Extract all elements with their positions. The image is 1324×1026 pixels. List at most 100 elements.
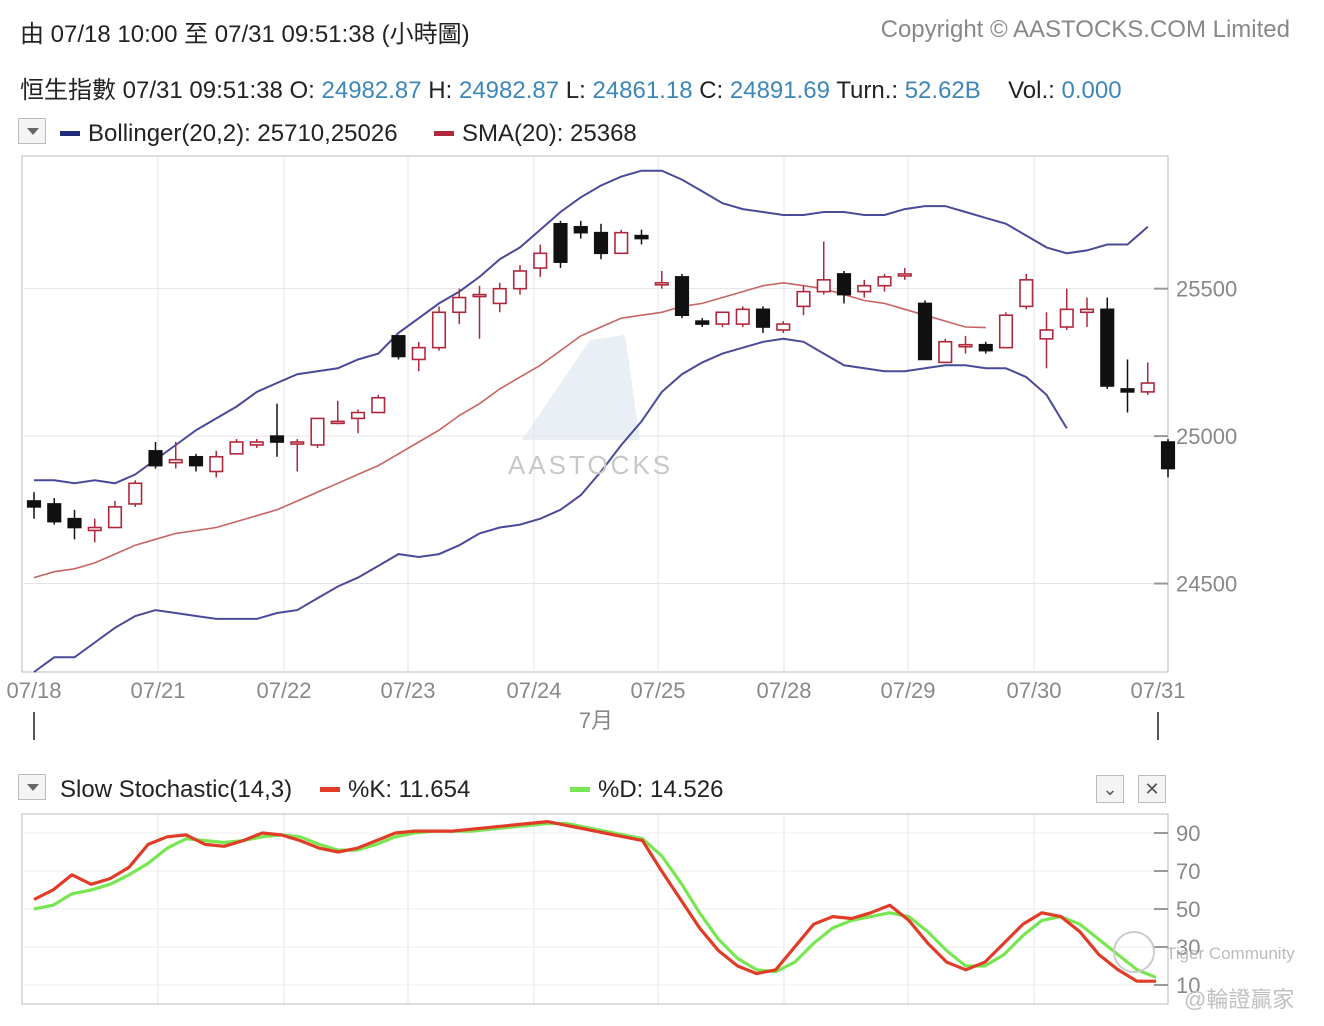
candle-body [431, 311, 447, 349]
quote-bar: 恒生指數 07/31 09:51:38 O: 24982.87 H: 24982… [20, 70, 1122, 105]
candle-body [269, 435, 285, 443]
volume-value: 0.000 [1061, 77, 1122, 104]
k-line [33, 819, 1156, 983]
candle-body [1160, 441, 1176, 470]
volume-label: Vol.: [1008, 77, 1055, 104]
candle-body [310, 417, 325, 446]
candle-body [107, 506, 123, 529]
candle-body [857, 284, 872, 293]
k-legend-text: %K: 11.654 [348, 776, 471, 803]
candle-body [391, 335, 406, 358]
candle-body [897, 273, 912, 277]
turnover-value: 52.62B [904, 77, 981, 104]
candle-body [330, 420, 345, 425]
high-value: 24982.87 [458, 77, 560, 104]
candle-body [67, 517, 82, 529]
sma-legend: SMA(20): 25368 [434, 120, 637, 148]
candle-body [26, 500, 42, 508]
candle-body [209, 455, 224, 473]
stoch-y-tick-label: 30 [1176, 935, 1200, 960]
candle-body [350, 411, 366, 420]
candle-body [634, 234, 649, 240]
sma-legend-text: SMA(20): 25368 [462, 120, 637, 147]
stoch-y-tick-label: 90 [1176, 821, 1200, 846]
y-tick-label: 25500 [1176, 277, 1237, 302]
candle-body [452, 296, 467, 314]
stoch-y-tick-label: 50 [1176, 897, 1200, 922]
candle-body [573, 225, 588, 234]
stoch-indicator-dropdown[interactable] [18, 774, 46, 800]
x-tick-label: 07/23 [380, 678, 435, 703]
candle-body [938, 340, 953, 364]
candle-body [148, 450, 163, 467]
open-value: 24982.87 [321, 77, 422, 104]
candle-body [735, 308, 750, 325]
x-tick-label: 07/31 [1130, 678, 1185, 703]
aastocks-logo-shape [522, 335, 640, 440]
candle-body [695, 320, 710, 325]
d-legend: %D: 14.526 [570, 776, 723, 804]
close-panel-button[interactable]: ✕ [1138, 775, 1166, 803]
candle-body [674, 276, 690, 317]
candle-body [249, 441, 264, 446]
candle-body [796, 290, 811, 308]
close-value: 24891.69 [729, 77, 830, 104]
stoch-y-tick-label: 10 [1176, 973, 1200, 998]
candle-body [978, 343, 993, 352]
stoch-y-tick-label: 70 [1176, 859, 1200, 884]
d-swatch [570, 786, 590, 792]
quote-time: 07/31 09:51:38 [122, 77, 283, 104]
k-legend: %K: 11.654 [320, 776, 470, 804]
candle-body [654, 281, 669, 286]
d-line [33, 821, 1157, 979]
stoch-title: Slow Stochastic(14,3) [60, 776, 293, 803]
candle-body [917, 302, 933, 361]
handle-watermark: @輪證贏家 [1184, 987, 1295, 1012]
candle-body [1120, 388, 1135, 393]
candle-body [512, 270, 528, 290]
candle-body [553, 223, 568, 263]
k-swatch [320, 786, 340, 792]
collapse-panel-button[interactable]: ⌄ [1096, 775, 1124, 803]
candle-body [128, 482, 143, 505]
candle-body [958, 343, 973, 348]
candle-body [188, 455, 204, 467]
price-indicator-dropdown[interactable] [18, 118, 46, 144]
y-tick-label: 24500 [1176, 572, 1237, 597]
x-tick-label: 07/29 [880, 678, 935, 703]
candle-body [1059, 308, 1074, 328]
low-label: L: [565, 77, 586, 104]
candle-body [1100, 308, 1115, 387]
candle-body [533, 252, 548, 269]
date-range: 由 07/18 10:00 至 07/31 09:51:38 (小時圖) [20, 21, 470, 48]
candle-body [229, 441, 244, 455]
bollinger-swatch [60, 130, 80, 136]
candle-body [816, 279, 831, 293]
x-tick-label: 07/22 [256, 678, 311, 703]
x-tick-label: 07/24 [506, 678, 561, 703]
candle-body [877, 276, 892, 287]
tiger-community-watermark: Tiger Community [1166, 944, 1295, 963]
candle-body [47, 503, 62, 523]
candle-body [492, 287, 507, 305]
x-tick-label: 07/28 [756, 678, 811, 703]
d-legend-text: %D: 14.526 [598, 776, 724, 803]
candle-body [1039, 329, 1054, 340]
tiger-logo-icon [1113, 931, 1155, 973]
aastocks-watermark: AASTOCKS [508, 450, 674, 480]
month-label: 7月 [579, 708, 613, 733]
candle-body [1079, 308, 1095, 314]
y-tick-label: 25000 [1176, 424, 1237, 449]
open-label: O: [289, 77, 315, 104]
x-tick-label: 07/21 [130, 678, 185, 703]
candle-body [87, 526, 102, 532]
low-value: 24861.18 [592, 77, 693, 104]
candle-body [168, 458, 183, 464]
bollinger-upper-line [34, 169, 1149, 485]
candle-body [998, 314, 1014, 349]
bollinger-legend-text: Bollinger(20,2): 25710,25026 [88, 120, 398, 147]
turnover-label: Turn.: [836, 77, 899, 104]
candle-body [472, 293, 487, 298]
bollinger-legend: Bollinger(20,2): 25710,25026 [60, 120, 398, 148]
high-label: H: [428, 77, 453, 104]
